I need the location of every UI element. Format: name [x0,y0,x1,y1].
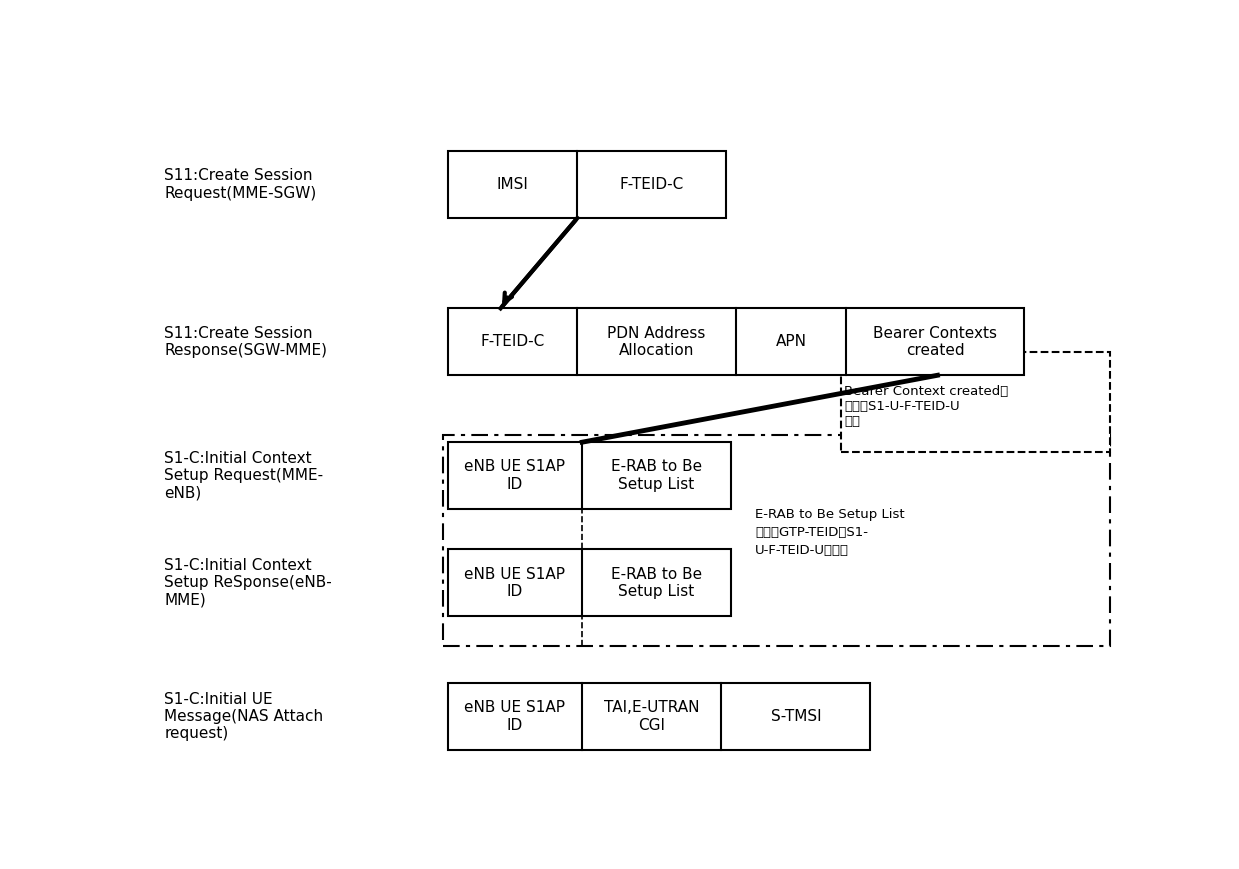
Text: S1-C:Initial UE
Message(NAS Attach
request): S1-C:Initial UE Message(NAS Attach reque… [165,692,323,741]
Text: S11:Create Session
Response(SGW-MME): S11:Create Session Response(SGW-MME) [165,326,327,358]
Text: eNB UE S1AP
ID: eNB UE S1AP ID [465,700,565,733]
Text: S11:Create Session
Request(MME-SGW): S11:Create Session Request(MME-SGW) [165,169,317,201]
Text: F-TEID-C: F-TEID-C [481,335,545,349]
Text: eNB UE S1AP
ID: eNB UE S1AP ID [465,460,565,492]
Bar [447,442,731,509]
Bar [447,308,1023,375]
Text: S1-C:Initial Context
Setup Request(MME-
eNB): S1-C:Initial Context Setup Request(MME- … [165,451,323,501]
Text: IMSI: IMSI [497,177,529,192]
Text: F-TEID-C: F-TEID-C [620,177,684,192]
Text: E-RAB to Be
Setup List: E-RAB to Be Setup List [611,567,703,599]
Text: Bearer Context created字
段中的S1-U-F-TEID-U
参数: Bearer Context created字 段中的S1-U-F-TEID-U… [844,385,1009,428]
Text: PDN Address
Allocation: PDN Address Allocation [607,326,706,358]
Bar [841,352,1110,452]
Text: Bearer Contexts
created: Bearer Contexts created [873,326,997,358]
Text: S1-C:Initial Context
Setup ReSponse(eNB-
MME): S1-C:Initial Context Setup ReSponse(eNB-… [165,558,332,607]
Text: S-TMSI: S-TMSI [771,709,821,724]
Bar [447,151,726,218]
Text: eNB UE S1AP
ID: eNB UE S1AP ID [465,567,565,599]
Text: APN: APN [776,335,807,349]
Text: E-RAB to Be
Setup List: E-RAB to Be Setup List [611,460,703,492]
Bar [444,435,1110,647]
Text: TAI,E-UTRAN
CGI: TAI,E-UTRAN CGI [605,700,700,733]
Bar [447,549,731,616]
Text: E-RAB to Be Setup List
字段中GTP-TEID（S1-
U-F-TEID-U）参数: E-RAB to Be Setup List 字段中GTP-TEID（S1- U… [755,508,904,557]
Bar [447,683,870,750]
